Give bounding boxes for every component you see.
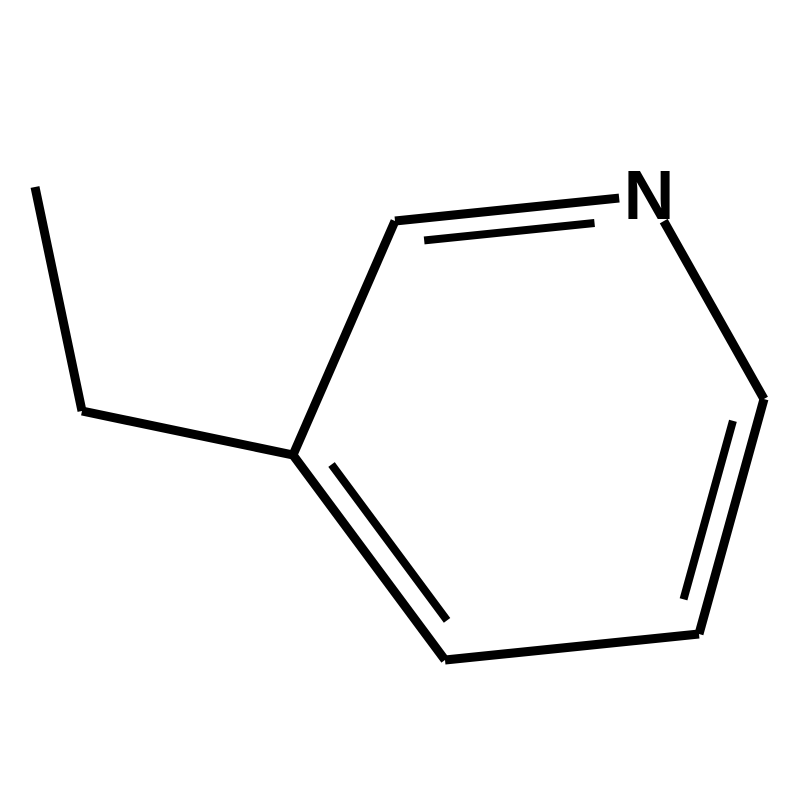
bond-line (424, 223, 594, 240)
bond-line (293, 455, 445, 660)
bond-line (332, 465, 448, 621)
molecule-canvas: N (0, 0, 800, 800)
bond-line (82, 411, 293, 455)
bond-line (293, 221, 395, 455)
bond-line (395, 198, 619, 221)
bond-line (684, 421, 733, 600)
bond-line (664, 221, 764, 399)
nitrogen-label: N (624, 156, 675, 234)
bond-line (35, 187, 82, 411)
bond-line (445, 634, 699, 660)
